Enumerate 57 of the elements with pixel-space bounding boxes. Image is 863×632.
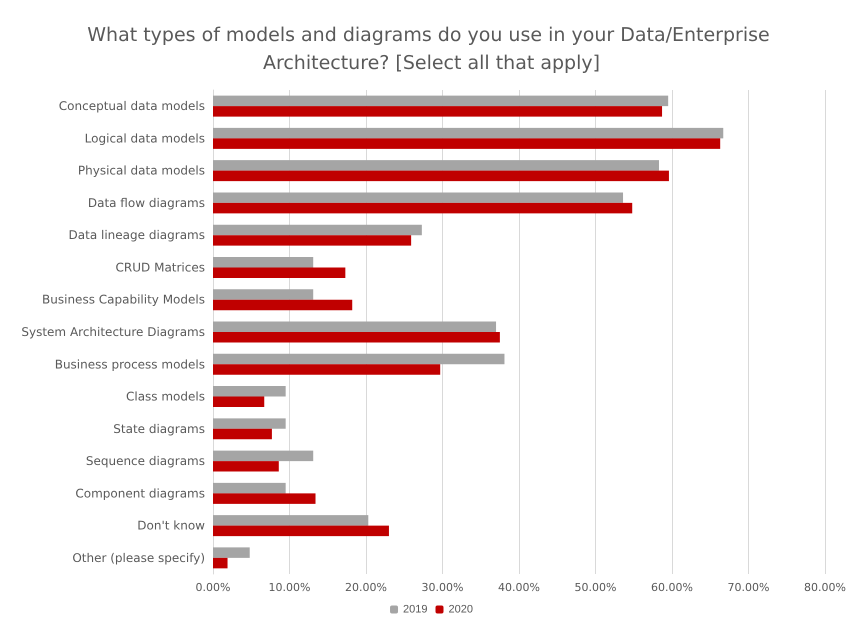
bar [213,106,662,117]
x-tick-label: 20.00% [345,581,387,594]
bar [213,170,669,182]
y-tick-label: Business Capability Models [42,292,205,307]
y-tick-label: Component diagrams [75,486,205,500]
x-tick-label: 70.00% [728,581,770,594]
bar [213,515,368,526]
bar [213,558,228,568]
bar [213,235,412,246]
x-tick-label: 40.00% [498,581,540,594]
chart-title: What types of models and diagrams do you use in your Data/Enterprise Architecture? [Select all that apply] [87,24,776,74]
x-tick-label: 80.00% [804,581,846,594]
bar [213,354,504,364]
y-tick-label: Conceptual data models [58,99,205,114]
y-tick-label: Sequence diagrams [86,454,205,468]
y-tick-label: State diagrams [113,422,205,436]
bar [213,461,279,472]
bar [213,128,724,138]
y-tick-label: Class models [126,390,205,404]
bar [213,202,632,214]
bar [213,428,272,440]
bar [213,482,286,494]
bar [213,192,624,203]
bar [213,386,286,397]
bar [213,96,668,106]
bar [213,224,422,236]
bar [213,547,250,558]
y-tick-label: Other (please specify) [72,550,205,565]
bar [213,418,286,429]
y-tick-label: Logical data models [84,131,205,146]
y-tick-label: Business process models [54,357,205,372]
bar [213,322,496,332]
x-tick-label: 60.00% [651,581,693,594]
bar [213,267,346,278]
bar [213,396,264,408]
legend-label: 2020 [448,604,473,616]
x-tick-label: 0.00% [196,581,230,594]
y-tick-label: Data lineage diagrams [68,228,205,242]
bar [213,289,314,300]
bar [213,256,314,268]
bar [213,160,659,171]
y-tick-label: Don't know [137,518,206,533]
y-tick-label: System Architecture Diagrams [21,325,205,339]
y-tick-label: CRUD Matrices [116,260,205,274]
bar [213,138,720,149]
y-tick-label: Data flow diagrams [88,196,205,210]
x-tick-label: 30.00% [422,581,464,594]
x-tick-label: 50.00% [574,581,616,594]
bar [213,493,316,504]
bar [213,300,352,310]
legend-label: 2019 [403,604,428,616]
bar [213,526,389,536]
bar [213,332,500,342]
y-tick-label: Physical data models [78,164,205,178]
bar [213,450,314,462]
bar [213,364,440,375]
x-tick-label: 10.00% [268,581,310,594]
